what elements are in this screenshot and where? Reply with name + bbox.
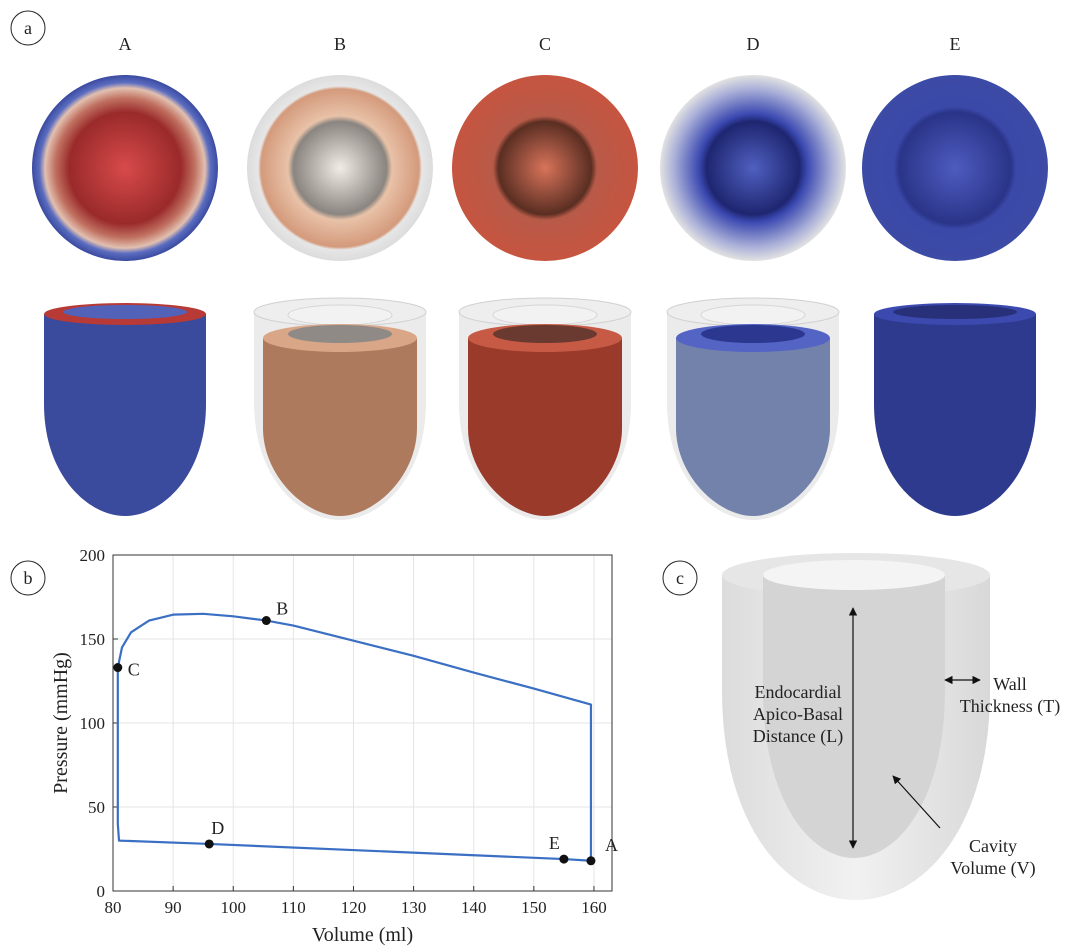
y-tick-label: 50 (88, 798, 105, 817)
annotation: Cavity Volume (V) (950, 836, 1035, 879)
x-tick-label: 150 (521, 898, 547, 917)
cavity-top (700, 304, 806, 326)
top-view (32, 75, 218, 261)
top-view (862, 75, 1048, 261)
panel-label: c (676, 568, 684, 588)
cup (44, 314, 206, 516)
top-view (660, 75, 846, 261)
state-point (559, 854, 569, 864)
state-point (586, 856, 596, 866)
cup-hole (701, 325, 805, 343)
y-tick-label: 0 (97, 882, 106, 901)
y-tick-label: 150 (80, 630, 106, 649)
plot-frame (112, 554, 613, 892)
annotation-line: Wall (993, 674, 1027, 694)
panel-label-circle (10, 10, 46, 46)
annotation: Endocardial Apico-Basal Distance (L) (753, 682, 843, 747)
y-tick-label: 200 (80, 546, 106, 565)
x-tick-label: 80 (105, 898, 122, 917)
x-tick-label: 110 (281, 898, 306, 917)
cup-hole (893, 305, 1017, 319)
point-label: D (211, 818, 224, 838)
volume-arrow (892, 775, 941, 829)
annotation-line: Thickness (T) (960, 696, 1060, 717)
state-point (113, 663, 123, 673)
state-point (261, 616, 271, 626)
x-tick-label: 160 (581, 898, 607, 917)
cup (676, 338, 830, 516)
y-axis-label: Pressure (mmHg) (50, 652, 72, 794)
annotation-line: Distance (L) (753, 726, 843, 747)
cavity-top (492, 304, 598, 326)
annotation: Wall Thickness (T) (960, 674, 1060, 717)
cup (263, 338, 417, 516)
point-label: C (128, 660, 140, 680)
x-tick-label: 90 (165, 898, 182, 917)
column-label: C (539, 34, 551, 54)
cup-hole (63, 305, 187, 319)
state-point (204, 839, 214, 849)
column-label: D (747, 34, 760, 54)
top-view (247, 75, 433, 261)
y-tick-label: 100 (80, 714, 106, 733)
point-label: B (276, 599, 288, 619)
cup (874, 314, 1036, 516)
annotation-line: Cavity (969, 836, 1017, 856)
cup-hole (288, 325, 392, 343)
panel-c: c Endocardial Apico-Basal Distance (L) Wall… (662, 553, 1060, 900)
panel-label-circle (662, 560, 698, 596)
panel-b: b 80 90 100 110 120 130 140 150 160 0 50 100 150 200 V… (10, 546, 618, 946)
column-label: B (334, 34, 346, 54)
x-tick-label: 130 (401, 898, 427, 917)
top-view (452, 75, 638, 261)
pv-loop (116, 612, 593, 862)
cavity-top (287, 304, 393, 326)
cup-hole (493, 325, 597, 343)
column-label: A (119, 34, 132, 54)
panel-label: b (24, 568, 33, 588)
point-label: E (549, 833, 560, 853)
column-label: E (950, 34, 961, 54)
panel-label: a (24, 18, 32, 38)
point-label: A (605, 835, 618, 855)
x-axis-label: Volume (ml) (312, 924, 413, 946)
annotation-line: Volume (V) (950, 858, 1035, 879)
x-tick-label: 140 (461, 898, 487, 917)
annotation-line: Apico-Basal (753, 704, 843, 724)
annotation-line: Endocardial (755, 682, 842, 702)
cavity-top (763, 560, 945, 590)
x-tick-label: 100 (220, 898, 246, 917)
panel-label-circle (10, 560, 46, 596)
cup (468, 338, 622, 516)
x-tick-label: 120 (341, 898, 367, 917)
